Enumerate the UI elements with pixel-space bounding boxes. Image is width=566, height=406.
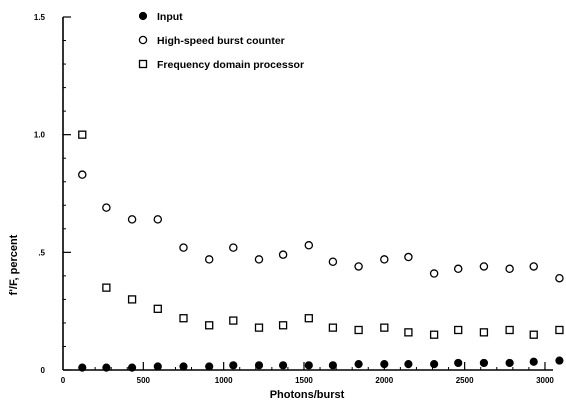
data-point-open-circle: [229, 243, 238, 252]
data-point-open-circle: [153, 215, 163, 224]
y-tick-label: 1.5: [34, 13, 46, 22]
data-point-open-square: [328, 323, 338, 332]
data-point-open-circle: [328, 257, 338, 266]
data-point-filled-circle: [529, 357, 538, 366]
data-point-open-square: [254, 323, 264, 332]
x-tick-label: 3000: [536, 376, 554, 385]
data-point-open-square: [429, 330, 439, 339]
data-point-open-square: [102, 283, 111, 292]
data-point-open-square: [278, 321, 288, 330]
data-point-filled-circle: [127, 363, 137, 372]
data-point-open-circle: [453, 264, 463, 274]
data-point-open-circle: [102, 203, 111, 212]
data-point-open-circle: [354, 262, 363, 271]
legend-label: Input: [157, 11, 183, 23]
x-tick-label: 1500: [295, 376, 313, 385]
data-point-filled-circle: [102, 363, 111, 372]
data-point-open-square: [529, 330, 538, 339]
data-point-filled-circle: [328, 361, 338, 370]
y-tick-label: .5: [38, 248, 45, 257]
y-tick-label: 0: [41, 366, 46, 375]
data-point-open-circle: [78, 170, 87, 179]
data-point-open-square: [454, 325, 463, 335]
data-point-open-circle: [127, 215, 137, 224]
x-tick-label: 500: [137, 376, 151, 385]
data-point-filled-circle: [404, 360, 413, 369]
data-point-open-square: [404, 328, 413, 337]
x-tick-label: 1000: [215, 376, 233, 385]
data-point-open-square: [479, 328, 489, 337]
data-point-filled-circle: [153, 362, 162, 371]
data-point-open-circle: [204, 255, 214, 264]
data-point-filled-circle: [454, 358, 463, 368]
data-point-open-circle: [529, 262, 538, 271]
x-tick-label: 0: [61, 376, 66, 385]
ticks: [63, 16, 546, 371]
data-point-filled-circle: [354, 360, 363, 369]
data-point-filled-circle: [304, 361, 313, 370]
data-marks: [78, 130, 564, 372]
data-point-filled-circle: [205, 362, 214, 371]
axes: [62, 17, 553, 371]
legend-label: Frequency domain processor: [157, 59, 304, 71]
y-tick-label: 1.0: [34, 131, 46, 140]
data-point-filled-circle: [179, 362, 188, 371]
x-axis-label: Photons/burst: [270, 389, 345, 401]
data-point-open-circle: [179, 243, 188, 252]
data-point-open-square: [354, 325, 363, 335]
x-tick-label: 2500: [456, 376, 474, 385]
data-point-open-circle: [555, 273, 564, 283]
data-point-open-square: [505, 325, 514, 335]
data-point-open-square: [179, 314, 188, 323]
data-point-open-square: [153, 304, 162, 313]
data-point-filled-circle: [229, 361, 238, 370]
data-point-open-square: [205, 321, 214, 330]
y-axis-label: f'/F, percent: [8, 234, 20, 295]
data-point-open-square: [380, 323, 389, 332]
data-point-open-square: [555, 325, 564, 335]
data-point-open-square: [127, 295, 137, 304]
data-point-filled-circle: [555, 356, 564, 365]
legend-marker-filled-circle: [138, 11, 148, 21]
data-point-filled-circle: [430, 360, 439, 369]
data-point-filled-circle: [479, 358, 489, 368]
data-point-open-circle: [505, 264, 514, 274]
data-point-filled-circle: [254, 361, 264, 370]
data-point-open-square: [304, 314, 313, 323]
data-point-open-circle: [404, 252, 413, 262]
data-point-open-square: [78, 130, 87, 139]
legend: Input High-speed burst counter Frequency d…: [138, 11, 304, 71]
data-point-open-circle: [479, 262, 489, 271]
data-point-open-circle: [278, 250, 288, 259]
data-point-filled-circle: [380, 360, 389, 369]
data-point-filled-circle: [505, 358, 514, 368]
legend-label: High-speed burst counter: [157, 35, 285, 47]
data-point-open-circle: [380, 255, 389, 264]
data-point-open-square: [229, 316, 238, 325]
data-point-open-circle: [254, 255, 264, 264]
legend-marker-open-circle: [138, 35, 148, 45]
data-point-filled-circle: [278, 361, 288, 370]
data-point-open-circle: [429, 269, 439, 278]
tick-labels: 0 500 1000 1500 2000 2500 3000 0 .5 1.0 1.5: [34, 13, 555, 385]
legend-marker-open-square: [138, 59, 148, 69]
data-point-filled-circle: [78, 363, 87, 372]
x-tick-label: 2000: [375, 376, 393, 385]
data-point-open-circle: [304, 241, 314, 250]
